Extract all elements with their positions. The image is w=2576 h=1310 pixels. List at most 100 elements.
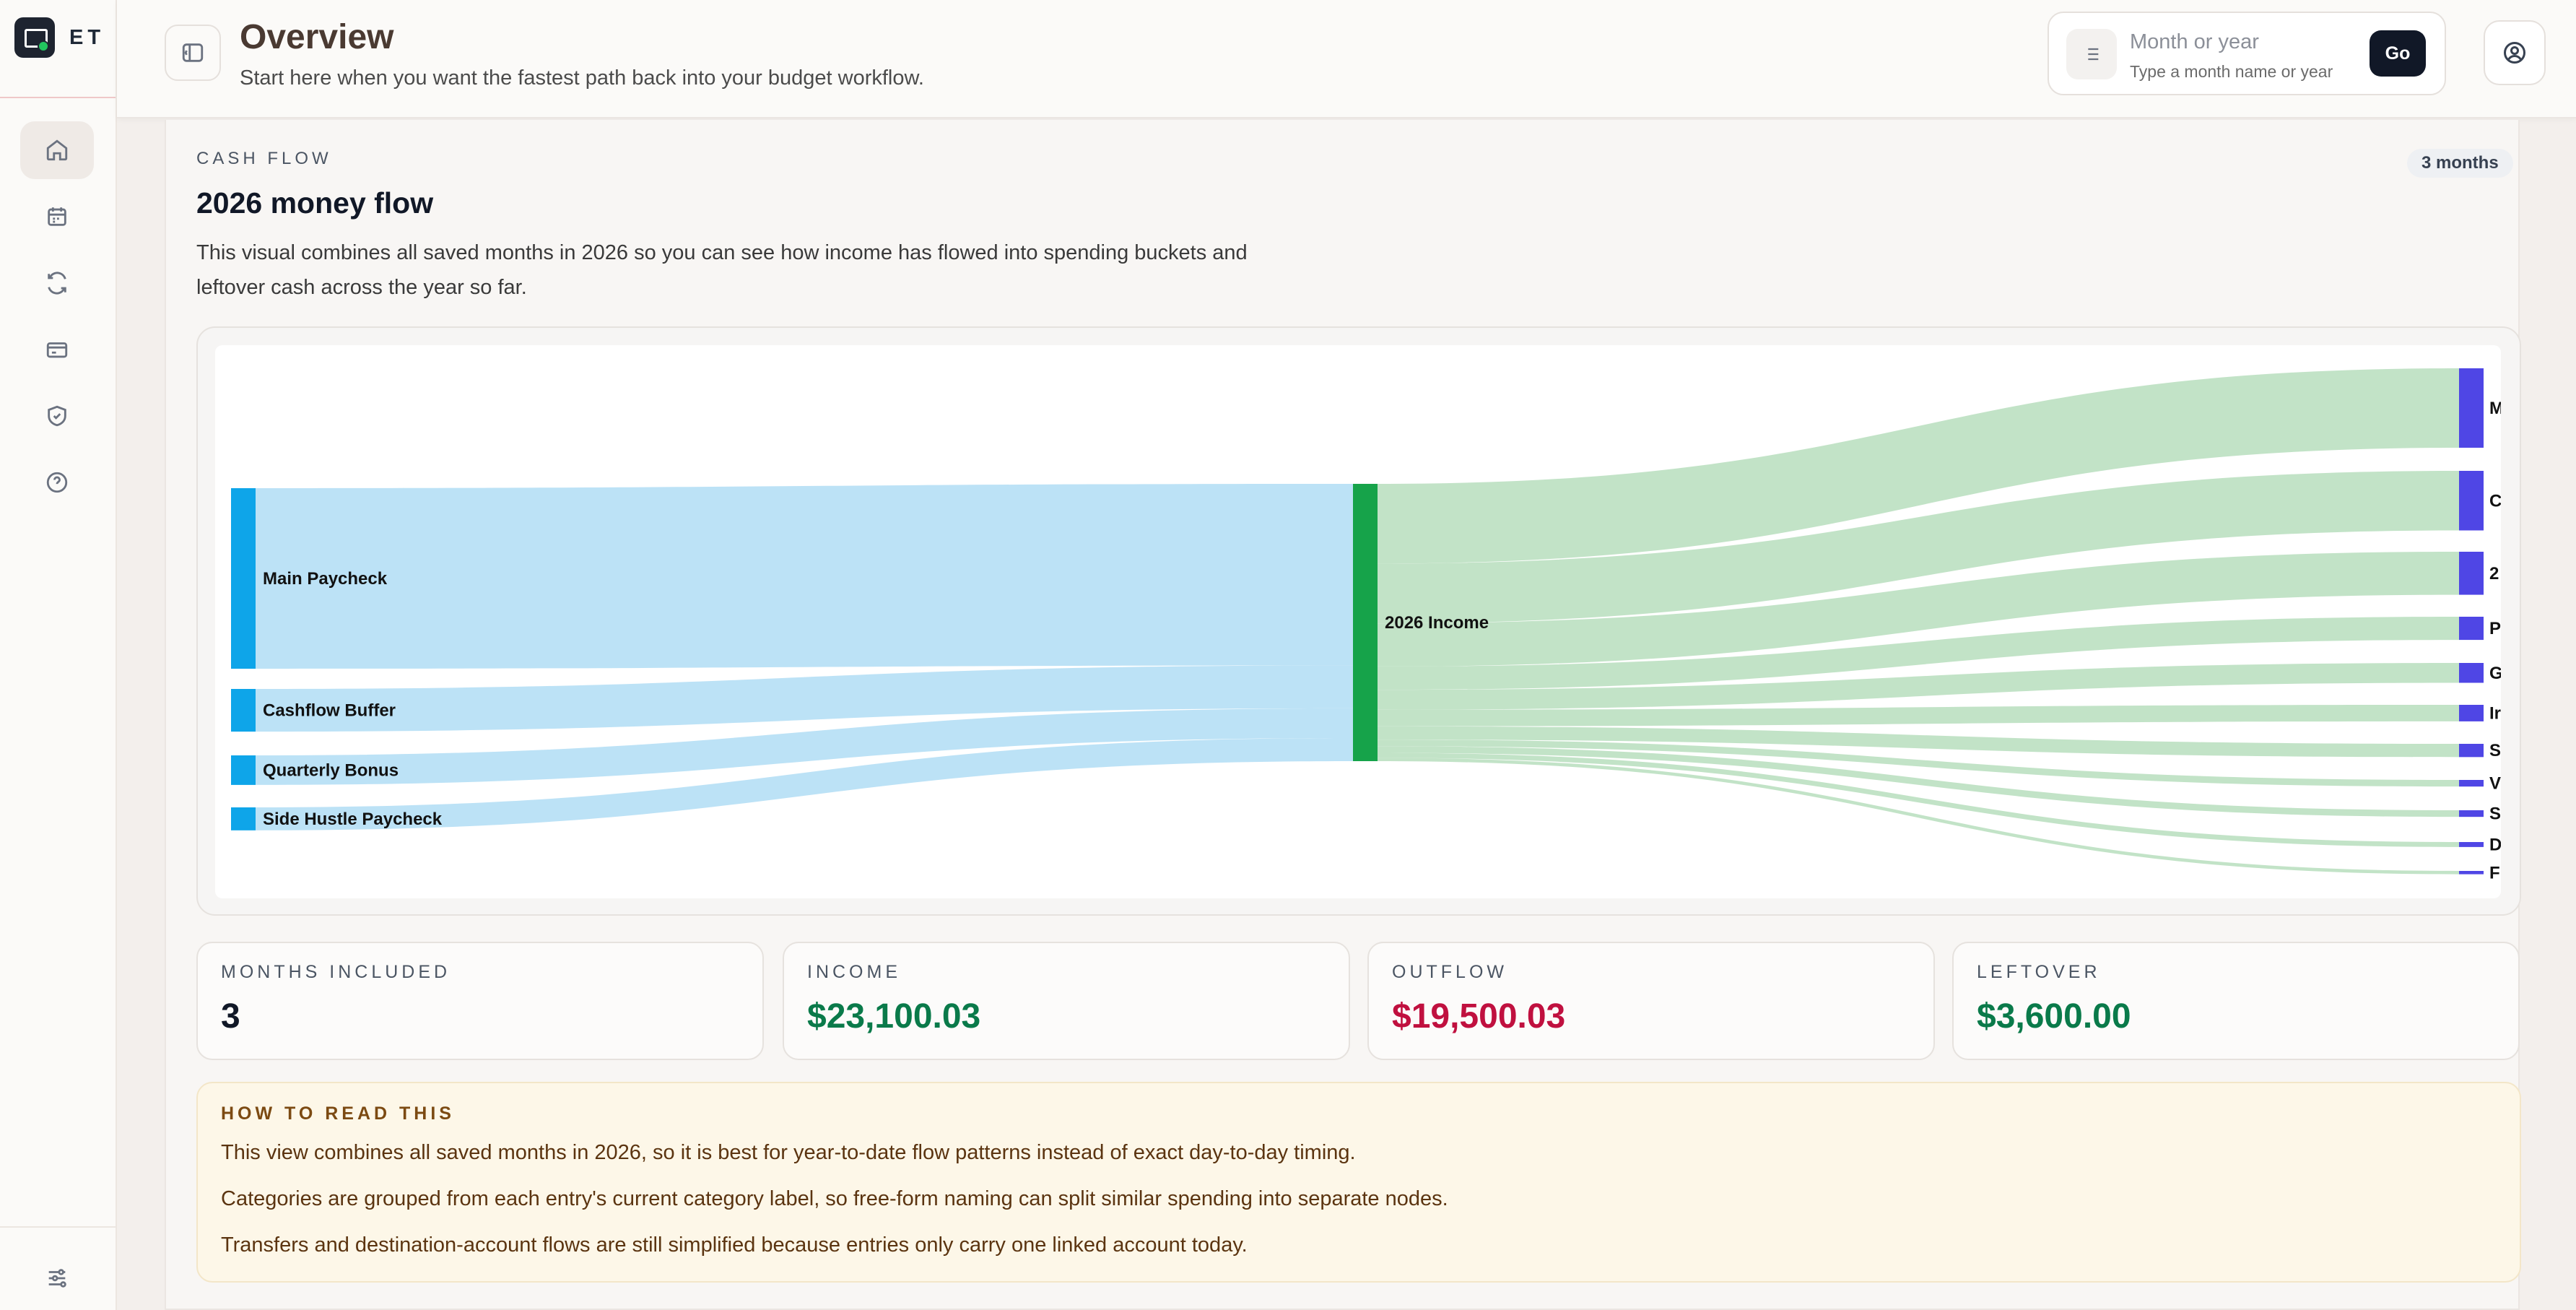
stat-leftover: LEFTOVER $3,600.00 xyxy=(1952,942,2520,1060)
sidebar-item-preferences[interactable] xyxy=(20,1249,94,1307)
sidebar-item-accounts[interactable] xyxy=(20,321,94,378)
sankey-node-label: Main Paycheck xyxy=(263,569,388,589)
sankey-node-source[interactable] xyxy=(231,488,256,669)
note-line: Transfers and destination-account flows … xyxy=(221,1233,1248,1257)
sankey-link-target xyxy=(1378,758,2459,875)
sankey-node-label: Side Hustle Paycheck xyxy=(263,810,443,829)
sankey-node-label: S xyxy=(2489,804,2501,824)
note-line: Categories are grouped from each entry's… xyxy=(221,1187,1448,1210)
sankey-link-target xyxy=(1378,746,2459,817)
sidebar-toggle-button[interactable] xyxy=(165,25,221,81)
sidebar-item-help[interactable] xyxy=(20,454,94,511)
sankey-svg: Main Paycheck Cashflow Buffer Quarterly Bo… xyxy=(231,368,2501,882)
panel-left-icon xyxy=(182,43,204,62)
stat-months: MONTHS INCLUDED 3 xyxy=(196,942,764,1060)
sankey-link-source xyxy=(256,484,1353,669)
section-eyebrow: CASH FLOW xyxy=(196,149,332,168)
stat-value: 3 xyxy=(221,997,240,1036)
sankey-link-target xyxy=(1378,663,2459,710)
sankey-link-source xyxy=(256,738,1353,830)
list-icon xyxy=(2066,29,2117,79)
sankey-node-label: Cashflow Buffer xyxy=(263,701,396,721)
sidebar: ET xyxy=(0,0,117,1310)
sidebar-item-home[interactable] xyxy=(20,121,94,179)
sankey-node-label: S xyxy=(2489,741,2501,760)
sankey-chart-container: Main Paycheck Cashflow Buffer Quarterly Bo… xyxy=(196,326,2521,916)
go-button[interactable]: Go xyxy=(2370,30,2426,77)
note-title: HOW TO READ THIS xyxy=(221,1103,455,1124)
sankey-node-target[interactable] xyxy=(2459,617,2484,641)
sankey-link-source xyxy=(256,708,1353,785)
brand: ET xyxy=(0,0,116,98)
sankey-link-target xyxy=(1378,752,2459,847)
credit-card-icon xyxy=(46,342,68,358)
sankey-node-label: 2 xyxy=(2489,564,2499,584)
stat-outflow: OUTFLOW $19,500.03 xyxy=(1367,942,1935,1060)
stat-label: OUTFLOW xyxy=(1392,962,1507,982)
sidebar-item-calendar[interactable] xyxy=(20,188,94,246)
profile-button[interactable] xyxy=(2484,20,2546,85)
sankey-node-target[interactable] xyxy=(2459,705,2484,721)
top-header: Overview Start here when you want the fa… xyxy=(117,0,2576,118)
note-line: This view combines all saved months in 2… xyxy=(221,1141,1356,1164)
sankey-node-source[interactable] xyxy=(231,689,256,732)
search-hint: Type a month name or year xyxy=(2130,62,2333,81)
refresh-icon xyxy=(48,272,66,295)
app-logo[interactable] xyxy=(14,17,55,58)
sankey-link-target xyxy=(1378,726,2459,758)
months-badge: 3 months xyxy=(2407,149,2513,178)
calendar-icon xyxy=(48,207,66,226)
sankey-node-label: M xyxy=(2489,399,2501,418)
home-icon xyxy=(46,139,68,161)
sankey-link-target xyxy=(1378,471,2459,624)
sidebar-divider xyxy=(0,1226,116,1228)
sankey-link-target xyxy=(1378,552,2459,667)
card-title: 2026 money flow xyxy=(196,186,434,220)
sliders-icon xyxy=(48,1269,66,1288)
page-subtitle: Start here when you want the fastest pat… xyxy=(240,66,924,90)
sankey-node-target[interactable] xyxy=(2459,780,2484,787)
shield-check-icon xyxy=(48,405,66,427)
sankey-node-target[interactable] xyxy=(2459,744,2484,758)
sankey-node-label: D xyxy=(2489,835,2501,854)
sankey-node-target[interactable] xyxy=(2459,471,2484,531)
help-circle-icon xyxy=(46,472,68,493)
sankey-node-label: G xyxy=(2489,664,2501,683)
sankey-node-label: C xyxy=(2489,491,2501,511)
stat-label: INCOME xyxy=(807,962,901,982)
stat-income: INCOME $23,100.03 xyxy=(783,942,1350,1060)
sankey-node-label: Quarterly Bonus xyxy=(263,760,399,780)
sankey-node-target[interactable] xyxy=(2459,552,2484,595)
sidebar-item-security[interactable] xyxy=(20,387,94,445)
sankey-node-hub[interactable] xyxy=(1353,484,1378,761)
stat-value: $3,600.00 xyxy=(1977,997,2131,1036)
cash-flow-card: CASH FLOW 3 months 2026 money flow This … xyxy=(165,120,2521,1310)
stat-label: MONTHS INCLUDED xyxy=(221,962,451,982)
sankey-chart: Main Paycheck Cashflow Buffer Quarterly Bo… xyxy=(215,345,2501,898)
sankey-node-source[interactable] xyxy=(231,755,256,785)
sankey-link-source xyxy=(256,665,1353,732)
sankey-node-target[interactable] xyxy=(2459,368,2484,448)
sidebar-item-recurring[interactable] xyxy=(20,254,94,312)
sankey-node-target[interactable] xyxy=(2459,871,2484,875)
month-search: Type a month name or year Go xyxy=(2048,12,2446,95)
page-title: Overview xyxy=(240,18,394,56)
month-search-input[interactable] xyxy=(2130,27,2361,56)
sankey-link-target xyxy=(1378,368,2459,564)
how-to-read-note: HOW TO READ THIS This view combines all … xyxy=(196,1082,2521,1283)
sankey-node-target[interactable] xyxy=(2459,842,2484,847)
card-description: This visual combines all saved months in… xyxy=(196,241,1248,299)
sankey-node-label: F xyxy=(2489,863,2500,882)
sankey-node-target[interactable] xyxy=(2459,810,2484,817)
sankey-node-label: Ir xyxy=(2489,703,2501,723)
sankey-node-source[interactable] xyxy=(231,807,256,830)
stat-label: LEFTOVER xyxy=(1977,962,2101,982)
sankey-link-target xyxy=(1378,617,2459,690)
brand-text: ET xyxy=(69,26,105,49)
sankey-node-label: P xyxy=(2489,619,2501,638)
sankey-node-label: V xyxy=(2489,774,2501,794)
sankey-node-target[interactable] xyxy=(2459,663,2484,683)
sankey-link-target xyxy=(1378,705,2459,726)
stat-value: $19,500.03 xyxy=(1392,997,1566,1036)
sankey-link-target xyxy=(1378,739,2459,787)
